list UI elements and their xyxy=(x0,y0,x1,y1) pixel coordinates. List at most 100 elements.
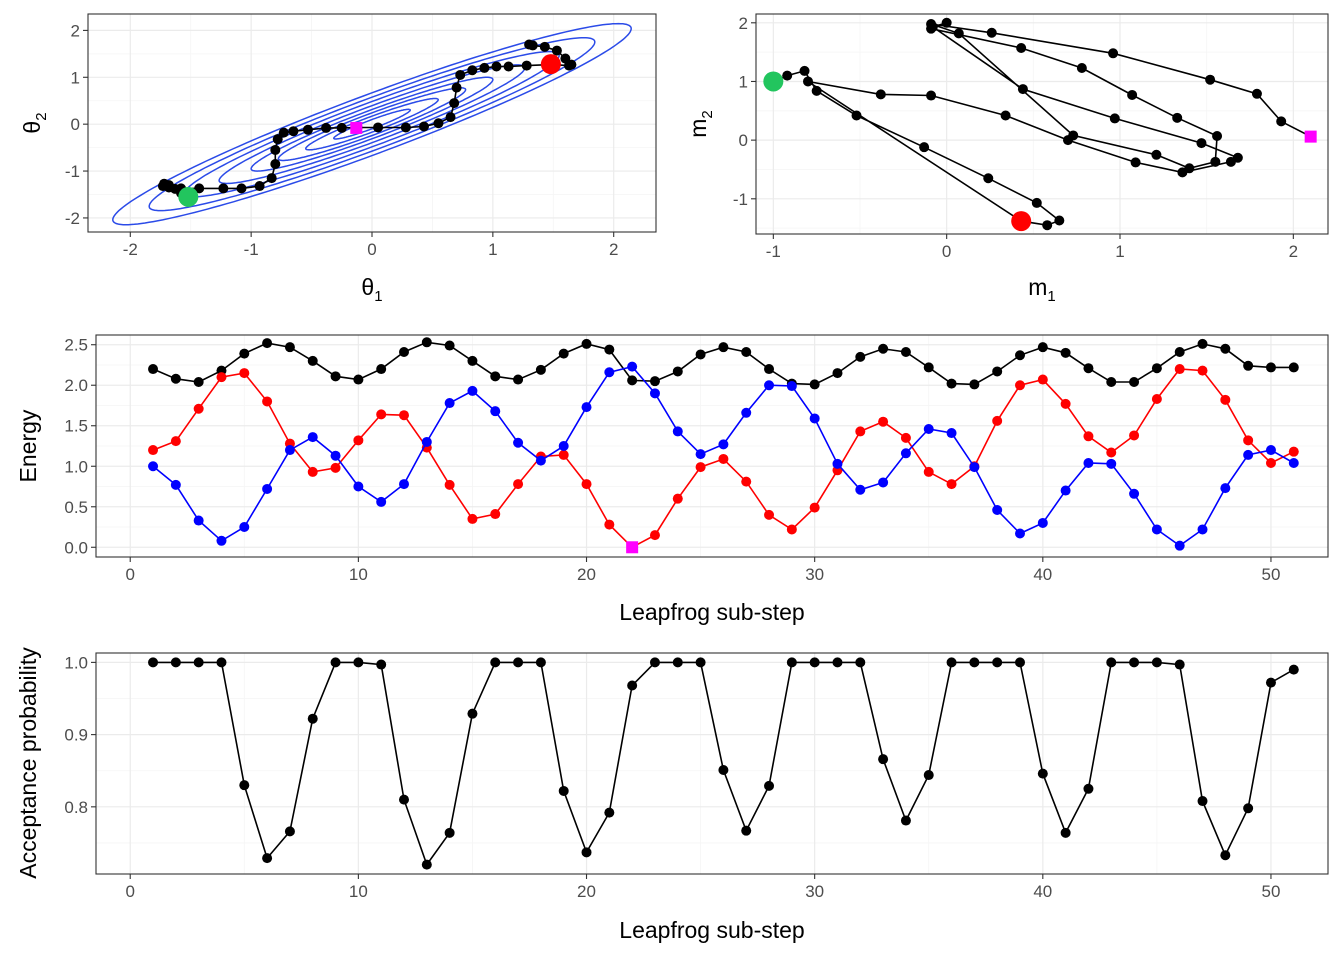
acceptance-point xyxy=(786,657,797,668)
energy-kinetic-point xyxy=(878,477,889,488)
theta-contour-line xyxy=(218,64,526,185)
theta-point xyxy=(521,60,532,71)
acceptance-point xyxy=(992,657,1003,668)
theta-y-tick-label: 1 xyxy=(71,68,80,87)
panel-energy: 0 10 20 30 40 50 0.0 0.5 1.0 1.5 2.0 2.5 Leapfrog … xyxy=(15,334,1329,625)
acceptance-point xyxy=(239,780,250,791)
theta-y-tick-label: -2 xyxy=(65,209,80,228)
energy-total-point xyxy=(467,355,478,366)
energy-kinetic-point xyxy=(969,462,980,473)
acceptance-point xyxy=(718,765,729,775)
energy-grid xyxy=(96,335,1328,557)
momentum-point xyxy=(1068,130,1079,141)
theta-point xyxy=(418,121,429,132)
energy-kinetic-point xyxy=(672,426,683,437)
energy-kinetic-point xyxy=(1288,458,1299,469)
panel-momentum: -1 0 1 2 -1 0 1 2 m1 m2 xyxy=(685,13,1329,305)
theta-grid xyxy=(88,14,656,232)
energy-total-point xyxy=(1129,376,1140,387)
acceptance-point xyxy=(672,657,683,668)
acceptance-point xyxy=(467,708,478,719)
energy-potential-point xyxy=(1037,374,1048,385)
momentum-y-tick-label: 0 xyxy=(739,131,748,150)
energy-potential-point xyxy=(649,530,660,541)
energy-kinetic-point xyxy=(467,385,478,396)
energy-potential-point xyxy=(376,409,387,420)
theta-special-markers xyxy=(178,54,561,207)
energy-total-point xyxy=(399,347,409,358)
energy-potential-point xyxy=(399,410,409,421)
energy-kinetic-point xyxy=(1037,517,1048,528)
energy-potential-point xyxy=(718,453,729,464)
energy-total-point xyxy=(148,364,159,375)
theta-x-axis-subscript: 1 xyxy=(374,288,382,305)
energy-potential-point xyxy=(307,466,318,477)
energy-kinetic-point xyxy=(1197,524,1208,535)
momentum-special-markers xyxy=(763,71,1317,232)
theta-contour-line xyxy=(305,97,439,151)
acceptance-point xyxy=(604,807,615,818)
energy-kinetic-point xyxy=(1243,449,1254,460)
theta-trajectory-points xyxy=(157,39,577,202)
energy-potential-point xyxy=(216,372,227,383)
momentum-point xyxy=(919,142,930,153)
energy-kinetic-point xyxy=(193,515,204,526)
acceptance-point xyxy=(1151,657,1162,668)
momentum-point xyxy=(953,28,964,39)
energy-potential-point xyxy=(513,479,524,490)
energy-kinetic-point xyxy=(490,406,501,417)
acceptance-point xyxy=(900,815,911,826)
acceptance-point xyxy=(1037,768,1048,779)
energy-kinetic-point xyxy=(262,483,273,494)
theta-point xyxy=(373,122,384,133)
energy-kinetic-point xyxy=(307,432,318,443)
momentum-point xyxy=(811,85,822,96)
energy-kinetic-point xyxy=(170,479,181,490)
acceptance-point xyxy=(1060,827,1071,838)
energy-total-point xyxy=(604,344,615,355)
energy-special-markers xyxy=(626,541,639,554)
energy-total-point xyxy=(649,376,660,387)
energy-kinetic-point xyxy=(216,535,227,546)
energy-potential-point xyxy=(764,509,775,520)
momentum-x-tick-label: 2 xyxy=(1289,242,1298,261)
momentum-point xyxy=(782,70,793,81)
energy-kinetic-point xyxy=(399,479,409,490)
energy-total-point xyxy=(695,349,706,360)
acceptance-point xyxy=(627,680,638,691)
acceptance-point xyxy=(923,770,934,781)
energy-kinetic-point xyxy=(353,481,364,492)
energy-kinetic-point xyxy=(1129,488,1140,499)
momentum-point xyxy=(986,27,997,38)
energy-potential-point xyxy=(946,479,957,490)
theta-x-tick-label: 0 xyxy=(367,240,376,259)
energy-kinetic-point xyxy=(1106,458,1117,469)
acceptance-point xyxy=(535,657,546,668)
energy-potential-point xyxy=(193,403,204,414)
theta-point xyxy=(539,41,550,52)
acceptance-point xyxy=(216,657,227,668)
energy-total-point xyxy=(764,364,775,375)
theta-point xyxy=(467,65,478,76)
energy-kinetic-point xyxy=(284,445,295,456)
acceptance-point xyxy=(809,657,820,668)
energy-kinetic-point xyxy=(444,398,455,409)
theta-contour-line xyxy=(250,76,494,172)
momentum-point xyxy=(1251,88,1262,99)
momentum-point xyxy=(1108,48,1119,59)
energy-kinetic-point xyxy=(513,437,524,448)
energy-kinetic-point xyxy=(649,388,660,399)
energy-potential-point xyxy=(239,368,250,379)
energy-kinetic-point xyxy=(148,461,159,472)
energy-total-point xyxy=(353,374,364,385)
acceptance-point xyxy=(1197,796,1208,807)
energy-potential-point xyxy=(330,462,341,473)
theta-x-tick-label: -1 xyxy=(244,240,259,259)
momentum-point xyxy=(875,89,886,100)
theta-point xyxy=(400,122,411,133)
theta-point xyxy=(524,39,535,50)
energy-total-point xyxy=(262,338,273,349)
energy-total-point xyxy=(558,348,569,359)
energy-total-point xyxy=(627,375,638,386)
